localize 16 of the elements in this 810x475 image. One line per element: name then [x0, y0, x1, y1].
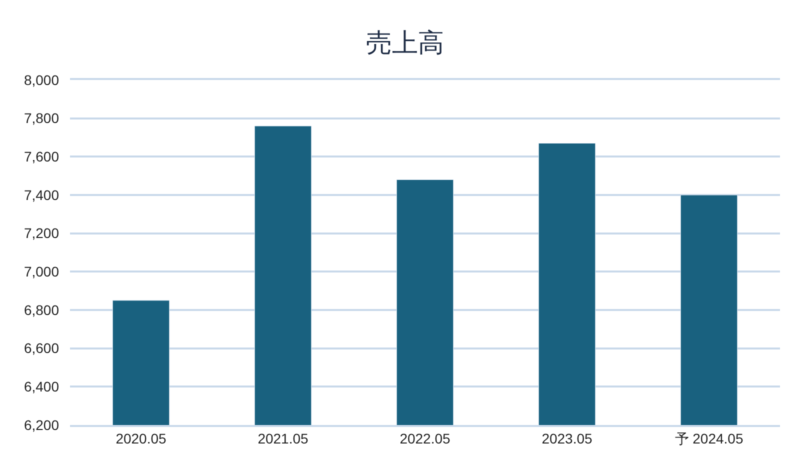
y-tick-label: 6,400 — [24, 378, 60, 395]
y-tick-label: 7,400 — [24, 186, 60, 203]
y-tick-label: 7,600 — [24, 148, 60, 165]
y-tick-label: 6,600 — [24, 340, 60, 356]
x-tick-label: 予 2024.05 — [674, 430, 744, 447]
y-tick-label: 7,800 — [24, 110, 60, 126]
y-tick-label: 7,200 — [24, 225, 60, 242]
chart-title: 売上高 — [366, 27, 444, 58]
y-tick-label: 6,200 — [24, 416, 60, 433]
y-tick-label: 7,000 — [24, 264, 60, 280]
y-tick-label: 6,800 — [24, 302, 60, 318]
x-tick-label: 2022.05 — [400, 430, 451, 447]
x-tick-label: 2023.05 — [542, 430, 593, 447]
x-tick-label: 2021.05 — [258, 430, 309, 447]
y-tick-label: 8,000 — [24, 72, 60, 88]
x-tick-label: 2020.05 — [116, 430, 167, 447]
